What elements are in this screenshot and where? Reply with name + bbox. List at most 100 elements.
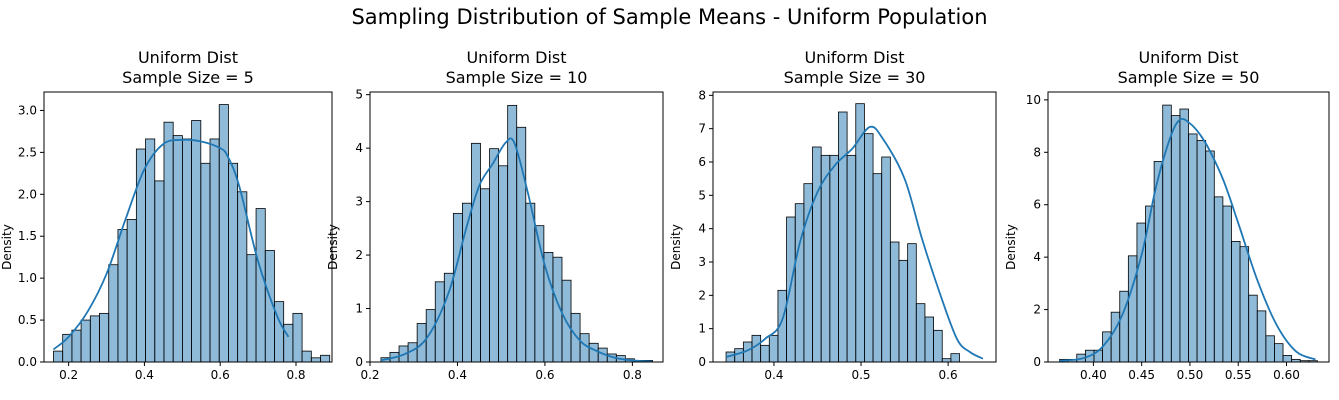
histogram-bar — [99, 312, 110, 363]
axes-frame — [712, 91, 997, 363]
x-tick-label: 0.2 — [360, 368, 379, 382]
y-axis-label: Density — [669, 224, 683, 270]
subplot-title-line2: Sample Size = 30 — [784, 68, 926, 87]
histogram-bar — [126, 219, 137, 363]
histogram-bar — [1248, 294, 1258, 363]
histogram-bar — [1282, 355, 1293, 363]
histogram-bar — [310, 357, 321, 363]
y-tick-label: 0 — [1033, 355, 1041, 369]
histogram-bar — [846, 154, 857, 363]
y-tick-label: 1.0 — [18, 271, 37, 285]
histogram-bar — [803, 183, 813, 363]
histogram-bar — [255, 208, 266, 363]
y-tick-label: 8 — [1033, 145, 1041, 159]
y-tick-label: 8 — [698, 88, 706, 102]
subplot-title-line1: Uniform Dist — [138, 48, 238, 67]
y-tick-label: 0 — [698, 355, 706, 369]
histogram-bar — [933, 329, 943, 363]
histogram-bar — [588, 342, 599, 363]
histogram-bar — [163, 121, 174, 363]
histogram-bar — [1170, 115, 1181, 363]
histogram-bar — [829, 154, 839, 363]
y-axis-label: Density — [326, 224, 340, 270]
kde-line — [1059, 117, 1316, 362]
histogram-bar — [1196, 140, 1207, 363]
histogram-bar — [108, 264, 119, 363]
x-tick-label: 0.8 — [623, 368, 642, 382]
x-tick-label: 0.6 — [211, 368, 230, 382]
histogram-bar — [1265, 335, 1275, 363]
x-tick-label: 0.4 — [448, 368, 467, 382]
histogram-bar — [181, 138, 193, 363]
y-axis-label: Density — [1004, 224, 1018, 270]
histogram-bar — [237, 191, 248, 363]
histogram-bar — [579, 333, 590, 363]
histogram-bar — [498, 165, 509, 363]
histogram-bar — [1127, 255, 1138, 363]
histogram-bar — [734, 348, 744, 363]
histogram-bar — [820, 154, 831, 363]
histogram-bar — [246, 254, 257, 363]
y-tick-label: 7 — [698, 122, 706, 136]
histogram-bar — [320, 354, 331, 363]
subplot-title-line2: Sample Size = 50 — [1118, 68, 1260, 87]
histogram-bar — [1274, 343, 1284, 363]
histogram-bar — [760, 344, 770, 363]
histogram-bar — [751, 334, 762, 363]
y-tick-label: 1 — [698, 322, 706, 336]
histogram-bar — [443, 272, 454, 363]
y-tick-label: 6 — [698, 155, 706, 169]
histogram-bar — [889, 241, 900, 363]
histogram-bar — [172, 135, 183, 363]
histogram-bar — [480, 188, 490, 363]
histogram-bar — [292, 312, 303, 363]
histogram-bar — [1213, 196, 1224, 363]
histogram-bar — [1256, 310, 1267, 363]
histogram-bar — [915, 303, 926, 363]
histogram-bar — [209, 138, 220, 363]
histogram-bar — [1188, 133, 1198, 363]
histogram-bar — [924, 316, 934, 363]
axes-frame — [43, 91, 333, 363]
histogram-bar — [71, 329, 82, 363]
x-tick-label: 0.50 — [1177, 368, 1204, 382]
histogram-bar — [768, 334, 779, 363]
kde-line — [380, 137, 653, 363]
histogram-bar — [525, 202, 536, 363]
y-tick-label: 3 — [355, 195, 363, 209]
y-tick-label: 1 — [355, 302, 363, 316]
x-tick-label: 0.60 — [1273, 368, 1300, 382]
histogram-bar — [864, 133, 874, 363]
x-tick-label: 0.5 — [851, 368, 870, 382]
histogram-bar — [89, 315, 100, 363]
y-tick-label: 5 — [698, 188, 706, 202]
y-tick-label: 2.5 — [18, 145, 37, 159]
x-tick-label: 0.8 — [286, 368, 305, 382]
histogram-bar — [881, 156, 891, 363]
kde-line — [725, 125, 984, 360]
histogram-bar — [1162, 104, 1172, 363]
histogram-bar — [786, 216, 796, 363]
y-tick-label: 0 — [355, 355, 363, 369]
histogram-bar — [200, 162, 211, 363]
y-tick-label: 0.0 — [18, 355, 37, 369]
y-tick-label: 3.0 — [18, 103, 37, 117]
histogram-bar — [794, 203, 805, 363]
histogram-bar — [489, 148, 500, 363]
histogram-bar — [228, 162, 239, 363]
subplot-1: 0.2 0.4 0.6 0.8 0.0 0.5 1.0 1.5 2.0 2.5 3.0 Uniform… — [0, 48, 333, 382]
x-tick-label: 0.55 — [1225, 368, 1252, 382]
histogram-bar — [135, 148, 146, 363]
histogram-bar — [1179, 108, 1189, 363]
subplot-title-line2: Sample Size = 10 — [446, 68, 588, 87]
x-tick-label: 0.4 — [764, 368, 783, 382]
y-tick-label: 3 — [698, 255, 706, 269]
x-tick-label: 0.45 — [1128, 368, 1155, 382]
x-tick-label: 0.2 — [59, 368, 78, 382]
y-tick-label: 4 — [355, 141, 363, 155]
histogram-bar — [1205, 150, 1215, 363]
histogram-bar — [907, 243, 917, 363]
